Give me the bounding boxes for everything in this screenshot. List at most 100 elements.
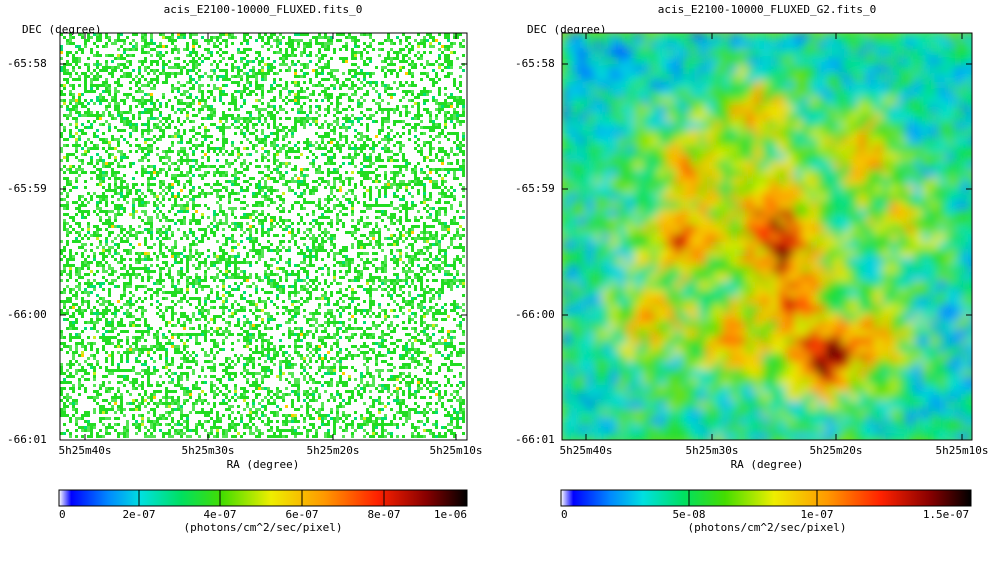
heatmap-pixel: [150, 147, 153, 150]
heatmap-pixel: [294, 72, 297, 75]
heatmap-pixel: [267, 246, 270, 249]
heatmap-pixel: [339, 96, 342, 99]
heatmap-pixel: [426, 267, 429, 270]
heatmap-pixel: [357, 66, 360, 69]
heatmap-pixel: [399, 135, 402, 138]
heatmap-pixel: [186, 96, 189, 99]
heatmap-pixel: [450, 273, 453, 276]
heatmap-pixel: [375, 180, 378, 183]
heatmap-pixel: [303, 198, 306, 201]
heatmap-pixel: [306, 249, 309, 252]
heatmap-pixel: [93, 234, 96, 237]
heatmap-pixel: [450, 168, 453, 171]
heatmap-pixel: [234, 102, 237, 105]
heatmap-pixel: [201, 213, 204, 216]
heatmap-pixel: [261, 189, 264, 192]
heatmap-pixel: [165, 126, 168, 129]
heatmap-pixel: [84, 291, 87, 294]
heatmap-pixel: [225, 51, 228, 54]
heatmap-pixel: [129, 231, 132, 234]
heatmap-pixel: [135, 234, 138, 237]
heatmap-pixel: [204, 117, 207, 120]
heatmap-pixel: [300, 69, 303, 72]
heatmap-pixel: [432, 207, 435, 210]
heatmap-pixel: [84, 282, 87, 285]
heatmap-pixel: [213, 108, 216, 111]
heatmap-pixel: [261, 90, 264, 93]
heatmap-pixel: [192, 39, 195, 42]
heatmap-pixel: [264, 276, 267, 279]
heatmap-pixel: [210, 123, 213, 126]
heatmap-pixel: [96, 282, 99, 285]
heatmap-pixel: [222, 135, 225, 138]
heatmap-pixel: [207, 183, 210, 186]
heatmap-pixel: [123, 174, 126, 177]
heatmap-pixel: [174, 198, 177, 201]
heatmap-pixel: [357, 264, 360, 267]
heatmap-pixel: [189, 69, 192, 72]
heatmap-pixel: [339, 102, 342, 105]
heatmap-pixel: [303, 51, 306, 54]
heatmap-pixel: [222, 114, 225, 117]
heatmap-pixel: [150, 234, 153, 237]
heatmap-pixel: [321, 138, 324, 141]
heatmap-pixel: [351, 258, 354, 261]
heatmap-pixel: [279, 57, 282, 60]
heatmap-pixel: [93, 75, 96, 78]
heatmap-pixel: [102, 69, 105, 72]
heatmap-pixel: [414, 255, 417, 258]
heatmap-pixel: [369, 42, 372, 45]
heatmap-pixel: [117, 90, 120, 93]
heatmap-pixel: [204, 183, 207, 186]
heatmap-pixel: [135, 33, 138, 36]
heatmap-pixel: [192, 78, 195, 81]
heatmap-pixel: [369, 195, 372, 198]
heatmap-pixel: [195, 144, 198, 147]
heatmap-pixel: [321, 57, 324, 60]
heatmap-pixel: [405, 216, 408, 219]
heatmap-pixel: [378, 54, 381, 57]
heatmap-pixel: [156, 60, 159, 63]
heatmap-pixel: [201, 288, 204, 291]
heatmap-pixel: [447, 270, 450, 273]
heatmap-pixel: [186, 102, 189, 105]
heatmap-pixel: [150, 276, 153, 279]
heatmap-pixel: [363, 171, 366, 174]
heatmap-pixel: [441, 195, 444, 198]
heatmap-pixel: [123, 42, 126, 45]
heatmap-pixel: [72, 57, 75, 60]
heatmap-pixel: [291, 129, 294, 132]
heatmap-pixel: [135, 81, 138, 84]
heatmap-pixel: [315, 279, 318, 282]
heatmap-pixel: [135, 144, 138, 147]
heatmap-pixel: [108, 273, 111, 276]
heatmap-pixel: [108, 264, 111, 267]
heatmap-pixel: [360, 171, 363, 174]
heatmap-pixel: [339, 144, 342, 147]
heatmap-pixel: [150, 129, 153, 132]
heatmap-pixel: [192, 240, 195, 243]
heatmap-pixel: [279, 243, 282, 246]
heatmap-pixel: [249, 213, 252, 216]
heatmap-pixel: [315, 72, 318, 75]
heatmap-pixel: [264, 42, 267, 45]
heatmap-pixel: [153, 48, 156, 51]
heatmap-pixel: [411, 231, 414, 234]
heatmap-pixel: [387, 36, 390, 39]
heatmap-pixel: [438, 150, 441, 153]
heatmap-pixel: [321, 216, 324, 219]
heatmap-pixel: [132, 270, 135, 273]
heatmap-pixel: [354, 51, 357, 54]
heatmap-pixel: [90, 156, 93, 159]
heatmap-pixel: [243, 120, 246, 123]
heatmap-pixel: [270, 90, 273, 93]
heatmap-pixel: [414, 237, 417, 240]
heatmap-pixel: [93, 288, 96, 291]
heatmap-pixel: [273, 234, 276, 237]
heatmap-pixel: [96, 147, 99, 150]
heatmap-pixel: [297, 39, 300, 42]
heatmap-pixel: [129, 291, 132, 294]
heatmap-pixel: [171, 246, 174, 249]
heatmap-pixel: [318, 243, 321, 246]
heatmap-pixel: [66, 42, 69, 45]
